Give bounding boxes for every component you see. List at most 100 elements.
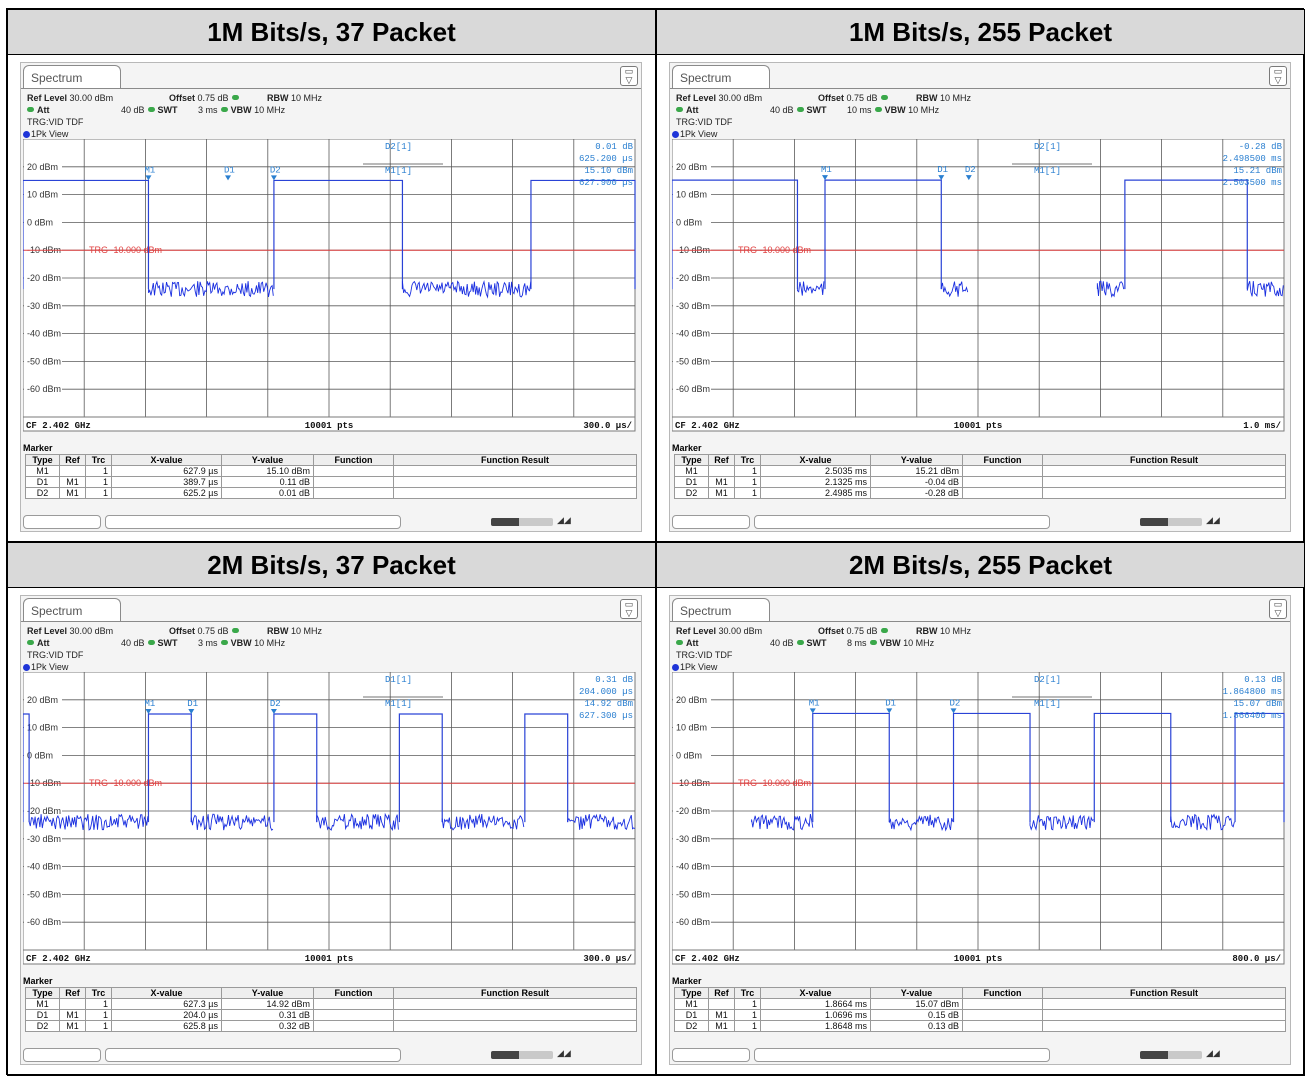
y-tick-bg bbox=[24, 860, 62, 872]
marker-table-section: Marker Type Ref Trc X-value Y-value Func… bbox=[23, 443, 639, 499]
y-tick-bg bbox=[24, 355, 62, 367]
trigger-level-label: TRG -10.000 dBm bbox=[738, 245, 811, 255]
marker-cell-trc: 1 bbox=[85, 1009, 112, 1021]
offset-value: 0.75 dB bbox=[197, 626, 229, 636]
trace-high-segment bbox=[824, 179, 942, 290]
status-field-1[interactable] bbox=[672, 1048, 750, 1062]
trace-indicator-icon bbox=[23, 131, 30, 138]
marker-row: D1 M1 1 389.7 µs 0.11 dB bbox=[25, 476, 637, 488]
y-tick-bg bbox=[673, 383, 711, 395]
readout-value: 15.21 dBm bbox=[1233, 166, 1282, 176]
marker-label: D2 bbox=[270, 165, 281, 175]
trace-indicator-icon bbox=[672, 131, 679, 138]
marker-d1-icon bbox=[886, 708, 893, 714]
y-tick-label: 20 dBm bbox=[676, 695, 707, 705]
marker-cell-y: 15.10 dBm bbox=[221, 465, 314, 477]
status-field-2[interactable] bbox=[105, 1048, 401, 1062]
marker-cell-ref bbox=[708, 998, 735, 1010]
tab-spectrum[interactable]: Spectrum bbox=[23, 598, 121, 622]
rbw-label: RBW bbox=[267, 93, 289, 103]
marker-cell-empty bbox=[962, 1020, 1043, 1032]
measurement-progress bbox=[491, 1051, 553, 1059]
swt-value: 10 ms bbox=[847, 105, 872, 115]
panel-header: 2M Bits/s, 37 Packet bbox=[8, 543, 655, 588]
tab-spectrum[interactable]: Spectrum bbox=[672, 598, 770, 622]
tab-spectrum[interactable]: Spectrum bbox=[23, 65, 121, 89]
marker-cell-x: 627.9 µs bbox=[111, 465, 222, 477]
marker-row: D2 M1 1 625.8 µs 0.32 dB bbox=[25, 1020, 637, 1032]
vbw-label: VBW bbox=[230, 638, 252, 648]
marker-m1-icon bbox=[809, 708, 816, 714]
axis-info-bar bbox=[23, 949, 636, 965]
marker-cell-empty bbox=[1042, 998, 1286, 1010]
swt-label: SWT bbox=[806, 105, 827, 115]
trace-view-label: 1Pk View bbox=[672, 662, 717, 672]
menu-icon[interactable]: ▭ ▽ bbox=[620, 66, 638, 86]
marker-d2-icon bbox=[270, 175, 277, 181]
marker-cell-trc: 1 bbox=[734, 1009, 761, 1021]
y-tick-label: 10 dBm bbox=[676, 190, 707, 200]
y-tick-bg bbox=[24, 805, 62, 816]
status-field-2[interactable] bbox=[105, 515, 401, 529]
status-field-1[interactable] bbox=[23, 1048, 101, 1062]
menu-icon[interactable]: ▭ ▽ bbox=[620, 599, 638, 619]
readout-label-1: D1[1] bbox=[385, 675, 412, 685]
col-xvalue: X-value bbox=[111, 987, 222, 999]
rbw-label: RBW bbox=[916, 626, 938, 636]
offset-value: 0.75 dB bbox=[197, 93, 229, 103]
y-tick-bg bbox=[24, 216, 62, 228]
trace-high-segment bbox=[524, 713, 569, 823]
marker-row: D2 M1 1 625.2 µs 0.01 dB bbox=[25, 487, 637, 499]
marker-cell-type: M1 bbox=[25, 465, 60, 477]
y-tick-bg bbox=[24, 693, 62, 705]
center-frequency: CF 2.402 GHz bbox=[675, 421, 740, 431]
y-tick-label: -40 dBm bbox=[676, 862, 710, 872]
trigger-setting: TRG:VID TDF bbox=[27, 650, 84, 660]
marker-cell-empty bbox=[1042, 465, 1286, 477]
marker-cell-x: 2.4985 ms bbox=[760, 487, 871, 499]
ref-level-value: 30.00 dBm bbox=[69, 93, 114, 103]
marker-cell-ref: M1 bbox=[708, 487, 735, 499]
y-tick-bg bbox=[24, 383, 62, 395]
vbw-value: 10 MHz bbox=[254, 105, 286, 115]
marker-table-section: Marker Type Ref Trc X-value Y-value Func… bbox=[672, 976, 1288, 1032]
col-type: Type bbox=[674, 987, 709, 999]
offset-label: Offset bbox=[169, 93, 196, 103]
marker-cell-trc: 1 bbox=[734, 998, 761, 1010]
marker-cell-type: D2 bbox=[25, 487, 60, 499]
y-tick-label: -60 dBm bbox=[676, 917, 710, 927]
status-field-2[interactable] bbox=[754, 1048, 1050, 1062]
marker-cell-empty bbox=[1042, 476, 1286, 488]
status-field-1[interactable] bbox=[23, 515, 101, 529]
marker-table-section: Marker Type Ref Trc X-value Y-value Func… bbox=[672, 443, 1288, 499]
y-tick-label: 0 dBm bbox=[676, 217, 702, 227]
marker-cell-trc: 1 bbox=[85, 487, 112, 499]
sweep-points: 10001 pts bbox=[954, 954, 1003, 964]
marker-m1-icon bbox=[145, 708, 152, 714]
rbw-label: RBW bbox=[267, 626, 289, 636]
ref-level-label: Ref Level bbox=[676, 626, 717, 636]
marker-cell-empty bbox=[313, 998, 394, 1010]
marker-d1-icon bbox=[188, 708, 195, 714]
y-tick-bg bbox=[24, 721, 62, 733]
marker-cell-empty bbox=[313, 1009, 394, 1021]
trace-high-segment bbox=[147, 713, 192, 823]
menu-icon[interactable]: ▭ ▽ bbox=[1269, 66, 1287, 86]
marker-label: D1 bbox=[885, 698, 896, 708]
y-tick-bg bbox=[673, 327, 711, 339]
status-field-1[interactable] bbox=[672, 515, 750, 529]
marker-label: D2 bbox=[950, 698, 961, 708]
trace-noise-segment bbox=[751, 814, 814, 831]
trace-noise-segment bbox=[401, 280, 532, 299]
y-tick-bg bbox=[673, 916, 711, 928]
status-field-2[interactable] bbox=[754, 515, 1050, 529]
marker-m1-icon bbox=[145, 175, 152, 181]
readout-label-2: M1[1] bbox=[1034, 166, 1061, 176]
rbw-value: 10 MHz bbox=[291, 626, 323, 636]
status-bar: ◢◢ bbox=[672, 515, 1288, 529]
marker-cell-x: 1.8648 ms bbox=[760, 1020, 871, 1032]
tab-spectrum[interactable]: Spectrum bbox=[672, 65, 770, 89]
menu-icon[interactable]: ▭ ▽ bbox=[1269, 599, 1287, 619]
panel-header: 1M Bits/s, 37 Packet bbox=[8, 10, 655, 55]
marker-cell-y: 0.01 dB bbox=[221, 487, 314, 499]
